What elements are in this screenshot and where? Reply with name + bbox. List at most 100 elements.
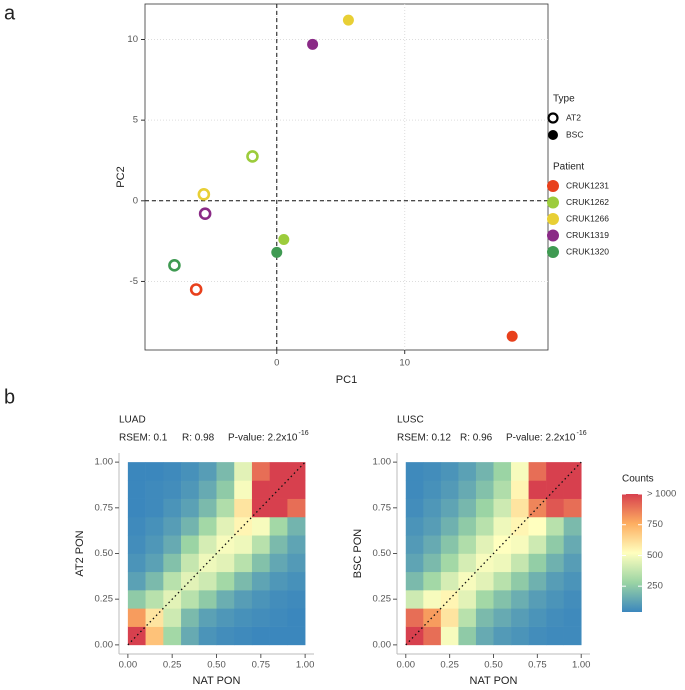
heat-cell xyxy=(216,571,235,591)
point xyxy=(271,246,283,258)
heat-cell xyxy=(511,535,529,554)
heat-cell xyxy=(181,480,200,499)
heat-cell xyxy=(287,535,306,554)
heat-cell xyxy=(423,498,442,518)
heat-cell xyxy=(181,498,200,518)
stat-p-exponent: -16 xyxy=(299,430,309,437)
heat-cell xyxy=(458,553,477,573)
heat-cell xyxy=(458,462,477,481)
heat-cell xyxy=(251,571,270,591)
heat-cell xyxy=(563,462,582,481)
heat-cell xyxy=(269,553,288,573)
colorbar-tick-label: 250 xyxy=(647,581,663,592)
heat-cell xyxy=(528,516,547,536)
point xyxy=(168,259,181,272)
heat-cell xyxy=(234,462,253,481)
legend-label: AT2 xyxy=(566,112,581,122)
heat-cell xyxy=(546,498,564,518)
legend-label: CRUK1319 xyxy=(566,230,609,240)
heat-cell xyxy=(234,535,253,554)
heat-cell xyxy=(269,590,288,609)
heat-cell xyxy=(163,516,182,536)
heat-cell xyxy=(493,590,512,609)
heat-cell xyxy=(145,553,164,573)
heat-cell xyxy=(405,608,424,627)
stat-p-value: P-value: 2.2x10 xyxy=(228,433,298,444)
heat-cell xyxy=(528,571,547,591)
heat-cell xyxy=(563,608,582,627)
heat-cell xyxy=(269,608,288,627)
stat-p-exponent: -16 xyxy=(577,430,587,437)
heat-cell xyxy=(511,480,529,499)
x-axis-title: PC1 xyxy=(336,374,357,386)
y-tick-label: 0.00 xyxy=(373,639,392,650)
heat-cell xyxy=(181,516,200,536)
heat-cell xyxy=(475,480,494,499)
heat-cell xyxy=(493,626,512,646)
heat-cell xyxy=(181,535,200,554)
heat-cell xyxy=(287,462,306,481)
colorbar-tick-label: > 1000 xyxy=(647,489,676,500)
heat-cell xyxy=(234,498,253,518)
heat-cell xyxy=(458,498,477,518)
heat-cell xyxy=(440,462,459,481)
colorbar-tick-label: 750 xyxy=(647,519,663,530)
heat-cell xyxy=(475,498,494,518)
heat-cell xyxy=(405,553,424,573)
point xyxy=(197,188,211,201)
heat-cell xyxy=(287,516,306,536)
heat-cell xyxy=(493,462,512,481)
heat-cell xyxy=(493,480,512,499)
stat-p-value: P-value: 2.2x10 xyxy=(506,433,576,444)
legend-symbol xyxy=(547,112,559,124)
heat-cell xyxy=(181,608,200,627)
heat-cell xyxy=(251,626,270,646)
heat-cell xyxy=(423,516,442,536)
heat-cell xyxy=(287,608,306,627)
legend-label: CRUK1262 xyxy=(566,197,609,207)
x-tick-label: 0.50 xyxy=(484,660,503,671)
heat-cell xyxy=(458,626,477,646)
heat-cell xyxy=(511,553,529,573)
heat-cell xyxy=(251,516,270,536)
point xyxy=(198,207,212,220)
legend-symbol xyxy=(547,196,559,209)
chart-title: LUAD xyxy=(119,415,146,426)
heat-cell xyxy=(493,498,512,518)
heat-cell xyxy=(145,498,164,518)
heat-cell xyxy=(181,626,200,646)
heat-cell xyxy=(181,553,200,573)
y-tick-label: 0.75 xyxy=(373,502,392,513)
heat-cell xyxy=(234,571,253,591)
heat-cell xyxy=(546,608,564,627)
heat-cell xyxy=(287,590,306,609)
heat-cell xyxy=(546,626,564,646)
heat-cell xyxy=(563,480,582,499)
heat-cell xyxy=(475,516,494,536)
heat-cell xyxy=(458,608,477,627)
heat-cell xyxy=(269,462,288,481)
x-axis-title: NAT PON xyxy=(193,675,241,687)
stat-r: R: 0.96 xyxy=(460,433,493,444)
heat-cell xyxy=(251,498,270,518)
stat-r: R: 0.98 xyxy=(182,433,215,444)
heat-cell xyxy=(198,535,217,554)
heat-cell xyxy=(528,608,547,627)
heat-cell xyxy=(216,498,235,518)
heat-cell xyxy=(440,480,459,499)
heat-cell xyxy=(511,571,529,591)
heat-cell xyxy=(234,553,253,573)
heat-cell xyxy=(145,571,164,591)
heat-cell xyxy=(511,462,529,481)
heat-cell xyxy=(287,626,306,646)
point xyxy=(246,150,259,163)
heat-cell xyxy=(458,535,477,554)
heat-cell xyxy=(163,571,182,591)
heat-cell xyxy=(423,462,442,481)
heat-cell xyxy=(440,516,459,536)
legend-label: BSC xyxy=(566,129,583,139)
heat-cell xyxy=(475,462,494,481)
point xyxy=(506,330,518,342)
heat-cell xyxy=(423,553,442,573)
